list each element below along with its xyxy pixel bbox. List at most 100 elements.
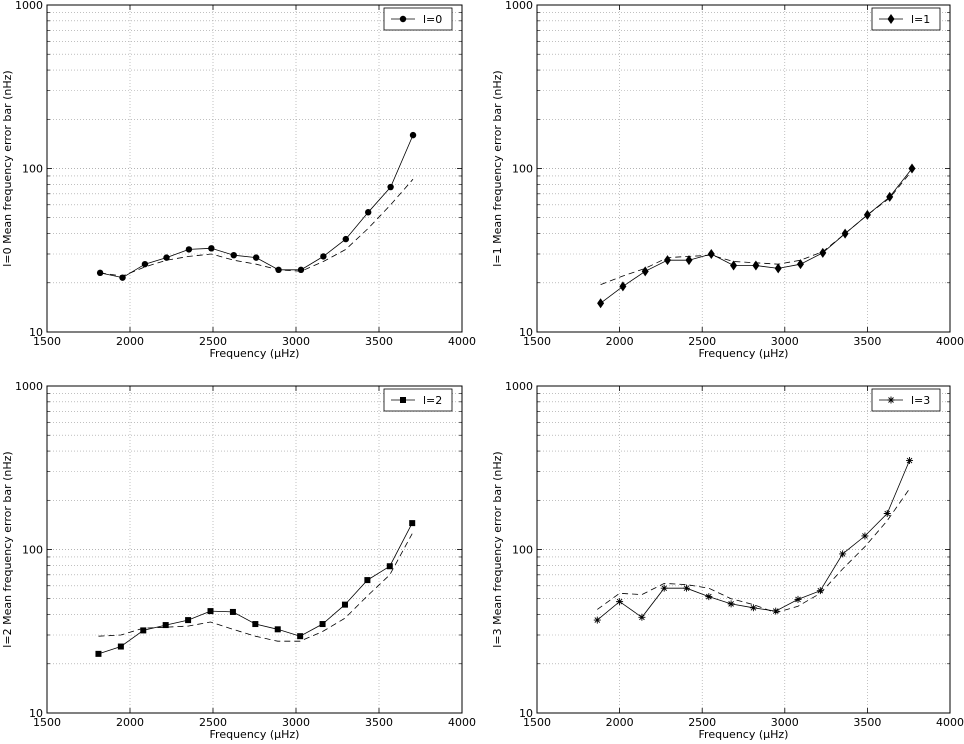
data-point <box>185 617 192 624</box>
chart-panel-1: 10 100 1000 1500 2000 2500 3000 3500 4000 Frequen… <box>491 0 964 360</box>
data-point <box>207 608 214 615</box>
data-point <box>685 255 693 266</box>
data-point <box>883 510 891 518</box>
plot-frame <box>536 4 951 333</box>
data-point <box>95 650 102 657</box>
data-point <box>816 587 824 595</box>
data-point <box>229 608 236 615</box>
tick-label-y: 10 <box>519 326 533 339</box>
tick-label-x: 3500 <box>365 335 393 348</box>
data-point <box>796 259 804 270</box>
legend-label: l=3 <box>911 394 930 407</box>
data-point <box>841 228 849 239</box>
tick-label-x: 1500 <box>33 335 61 348</box>
chart-panel-3: 10 100 1000 1500 2000 2500 3000 3500 4000 Frequen… <box>491 380 964 741</box>
legend-box <box>383 7 453 31</box>
chart-panel-2: 10 100 1000 1500 2000 2500 3000 3500 4000 Frequen… <box>1 380 476 741</box>
tick-label-x: 1500 <box>33 716 61 729</box>
data-point <box>341 601 348 608</box>
data-point <box>342 235 349 243</box>
legend-box <box>871 388 941 412</box>
plot-area <box>537 5 950 332</box>
legend-box <box>871 7 941 31</box>
x-axis-label: Frequency (µHz) <box>699 728 789 741</box>
series-line-dashed <box>597 488 910 614</box>
data-point <box>774 263 782 274</box>
data-point <box>365 209 372 216</box>
tick-label-x: 2000 <box>116 335 144 348</box>
tick-label-y: 1000 <box>505 0 533 12</box>
tick-label-y: 100 <box>22 163 43 176</box>
tick-label-y: 100 <box>512 163 533 176</box>
data-point <box>707 248 715 259</box>
plot-frame <box>46 385 463 714</box>
data-point <box>906 457 914 465</box>
tick-label-x: 2500 <box>199 335 227 348</box>
data-point <box>252 254 260 261</box>
plot-frame <box>46 4 463 333</box>
legend-marker <box>887 14 895 24</box>
data-point <box>597 298 605 309</box>
data-point <box>794 595 802 603</box>
legend-label: l=1 <box>911 13 930 26</box>
tick-label-y: 1000 <box>15 0 43 12</box>
x-axis-label: Frequency (µHz) <box>210 347 300 360</box>
legend-marker <box>399 15 407 23</box>
data-point <box>660 584 668 592</box>
data-point <box>141 260 149 268</box>
data-point <box>861 532 869 540</box>
data-point <box>319 621 326 628</box>
tick-label-x: 3500 <box>853 335 881 348</box>
data-point <box>749 604 757 612</box>
data-point <box>772 607 780 615</box>
tick-label-x: 3000 <box>771 335 799 348</box>
tick-label-x: 4000 <box>448 335 476 348</box>
tick-label-x: 4000 <box>448 716 476 729</box>
data-point <box>730 260 738 271</box>
legend-box <box>383 388 453 412</box>
tick-label-x: 2500 <box>688 716 716 729</box>
data-point <box>839 550 847 558</box>
data-point <box>252 621 259 628</box>
y-axis-label: l=0 Mean frequency error bar (nHz) <box>1 70 14 266</box>
tick-label-x: 2500 <box>199 716 227 729</box>
data-point <box>230 251 237 259</box>
data-point <box>387 183 394 191</box>
tick-label-x: 2000 <box>606 335 634 348</box>
plot-frame <box>536 385 951 714</box>
tick-label-x: 3000 <box>771 716 799 729</box>
series-line-dashed <box>600 170 913 285</box>
tick-label-y: 100 <box>512 544 533 557</box>
tick-label-x: 2000 <box>606 716 634 729</box>
tick-label-x: 4000 <box>936 716 964 729</box>
data-point <box>185 246 193 253</box>
data-point <box>727 600 735 608</box>
data-point <box>117 643 124 650</box>
data-point <box>163 254 170 261</box>
y-axis-label: l=2 Mean frequency error bar (nHz) <box>1 451 14 647</box>
tick-label-x: 2500 <box>688 335 716 348</box>
tick-label-y: 100 <box>22 544 43 557</box>
tick-label-x: 3500 <box>365 716 393 729</box>
x-axis-label: Frequency (µHz) <box>210 728 300 741</box>
data-point <box>320 253 327 260</box>
legend-label: l=0 <box>423 13 442 26</box>
tick-label-x: 3500 <box>853 716 881 729</box>
data-point <box>274 626 281 633</box>
data-point <box>162 622 169 629</box>
data-point <box>208 245 215 252</box>
tick-label-x: 3000 <box>282 335 310 348</box>
data-point <box>409 520 416 527</box>
data-point <box>616 598 624 606</box>
y-axis-label: l=1 Mean frequency error bar (nHz) <box>491 70 504 266</box>
legend-label: l=2 <box>423 394 442 407</box>
series-line-dashed <box>100 178 414 277</box>
tick-label-x: 1500 <box>523 335 551 348</box>
tick-label-y: 10 <box>29 326 43 339</box>
y-axis-label: l=3 Mean frequency error bar (nHz) <box>491 451 504 647</box>
tick-label-x: 1500 <box>523 716 551 729</box>
data-point <box>409 131 417 139</box>
data-point <box>705 593 713 601</box>
data-point <box>683 584 691 592</box>
